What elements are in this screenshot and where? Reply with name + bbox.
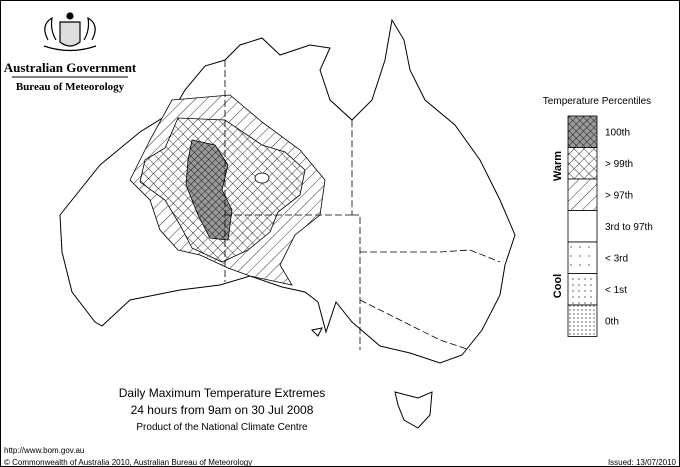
legend-label: < 3rd [605, 253, 628, 264]
legend-label: > 99th [605, 159, 633, 170]
legend-label: > 97th [605, 190, 633, 201]
legend-label: 100th [605, 127, 630, 138]
tasmania [394, 391, 433, 429]
legend-label: 0th [605, 316, 619, 327]
area-100th [185, 139, 233, 241]
caption-product: Product of the National Climate Centre [136, 422, 308, 433]
emblem [43, 12, 97, 52]
legend: 100th > 99th > 97th 3rd to 97th < 3rd < 1st 0t… [552, 115, 653, 337]
legend-label: 3rd to 97th [605, 222, 653, 233]
footer-url: http://www.bom.gov.au [4, 446, 84, 455]
government-name: Australian Government [4, 60, 137, 75]
caption-period: 24 hours from 9am on 30 Jul 2008 [131, 403, 314, 417]
caption-title: Daily Maximum Temperature Extremes [119, 386, 326, 400]
bureau-name: Bureau of Meteorology [16, 81, 125, 93]
area-99th [139, 117, 306, 263]
footer-issued: Issued: 13/07/2010 [608, 458, 677, 467]
legend-swatch [567, 273, 598, 306]
legend-swatch [567, 178, 598, 211]
legend-title: Temperature Percentiles [543, 96, 651, 107]
kangaroo-island [310, 327, 323, 337]
legend-group: Warm [552, 151, 564, 181]
legend-swatch [567, 147, 598, 180]
state-borders [224, 60, 501, 351]
area-gap [254, 172, 270, 184]
legend-label: < 1st [605, 285, 627, 296]
legend-swatch [567, 115, 598, 148]
legend-swatch [567, 210, 598, 243]
legend-swatch [567, 304, 598, 337]
legend-group: Cool [552, 274, 564, 298]
legend-swatch [567, 241, 598, 274]
footer-copyright: © Commonwealth of Australia 2010, Austra… [4, 458, 252, 467]
